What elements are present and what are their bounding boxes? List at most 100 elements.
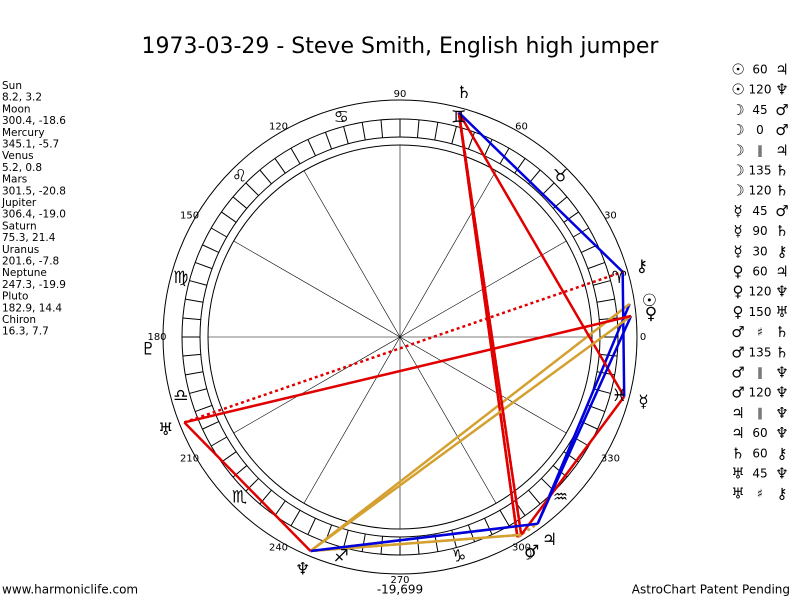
spoke bbox=[399, 170, 497, 338]
ring-hatch bbox=[307, 139, 316, 156]
aspect-type: ♯ bbox=[757, 487, 763, 501]
ring-hatch bbox=[434, 122, 439, 141]
ring-hatch bbox=[596, 298, 615, 303]
zodiac-sign: ♍ bbox=[173, 268, 188, 288]
aspect-to: ♄ bbox=[775, 182, 788, 200]
spoke bbox=[233, 336, 401, 434]
spoke bbox=[399, 336, 497, 504]
aspect-type: 150 bbox=[749, 305, 772, 319]
aspect-to: ♂ bbox=[775, 121, 788, 139]
labels: 0306090120150180210240270300330♈♉♊♋♌♍♎♏♐… bbox=[1, 61, 789, 587]
planet-coords: 300.4, -18.6 bbox=[2, 115, 66, 127]
aspect-type: 60 bbox=[752, 426, 767, 440]
planet-coords: 75.3, 21.4 bbox=[2, 232, 56, 244]
aspect-from: ♂ bbox=[731, 343, 744, 361]
aspect-line bbox=[457, 112, 523, 535]
aspect-to: ♆ bbox=[775, 384, 788, 402]
spoke bbox=[233, 240, 401, 338]
aspect-type: ∥ bbox=[757, 366, 763, 380]
planet-coords: 247.3, -19.9 bbox=[2, 279, 66, 291]
aspect-to: ♄ bbox=[775, 323, 788, 341]
zodiac-sign: ♌ bbox=[232, 166, 247, 186]
aspect-from: ♅ bbox=[731, 465, 744, 483]
degree-label: 0 bbox=[640, 332, 646, 343]
aspect-from: ☿ bbox=[733, 202, 742, 220]
ring-hatch bbox=[221, 451, 237, 463]
aspect-type: 120 bbox=[749, 285, 772, 299]
ring-hatch bbox=[307, 518, 316, 535]
ring-hatch bbox=[259, 169, 272, 185]
aspect-from: ☽ bbox=[731, 141, 744, 159]
ring-hatch bbox=[343, 530, 349, 548]
aspect-to: ♃ bbox=[775, 263, 788, 281]
aspect-from: ☽ bbox=[731, 162, 744, 180]
aspect-type: 45 bbox=[752, 103, 767, 117]
ring-hatch bbox=[324, 131, 333, 150]
ring-hatch bbox=[274, 500, 286, 516]
aspect-line bbox=[309, 302, 631, 553]
planet-glyph: ☽ bbox=[520, 544, 535, 564]
aspect-type: 120 bbox=[749, 83, 772, 97]
degree-label: 120 bbox=[269, 122, 288, 133]
aspect-line bbox=[309, 314, 632, 553]
ring-hatch bbox=[189, 280, 207, 286]
planet-coords: 8.2, 3.2 bbox=[2, 92, 42, 104]
aspect-to: ♃ bbox=[775, 141, 788, 159]
planet-glyph: ☉ bbox=[642, 291, 657, 311]
degree-label: 330 bbox=[601, 454, 620, 465]
ring-hatch bbox=[182, 353, 201, 357]
aspect-type: 30 bbox=[752, 244, 767, 258]
ring-hatch bbox=[514, 158, 526, 174]
spoke bbox=[399, 336, 567, 434]
aspect-to: ♅ bbox=[775, 303, 788, 321]
ring-hatch bbox=[290, 509, 301, 527]
aspect-type: 45 bbox=[752, 204, 767, 218]
ring-hatch bbox=[189, 388, 207, 394]
ring-hatch bbox=[210, 227, 228, 238]
aspect-type: ∥ bbox=[757, 143, 763, 157]
zodiac-sign: ♏ bbox=[232, 488, 247, 508]
ring-hatch bbox=[221, 211, 237, 223]
aspect-from: ♃ bbox=[731, 404, 744, 422]
planet-name: Pluto bbox=[2, 291, 28, 303]
aspect-from: ♂ bbox=[731, 364, 744, 382]
planet-coords: 182.9, 14.4 bbox=[2, 302, 62, 314]
ring-hatch bbox=[210, 436, 228, 447]
ring-hatch bbox=[185, 298, 204, 303]
aspect-from: ♂ bbox=[731, 323, 744, 341]
aspect-from: ☽ bbox=[731, 101, 744, 119]
aspect-type: 135 bbox=[749, 164, 772, 178]
aspect-line bbox=[183, 270, 624, 424]
ring-hatch bbox=[182, 317, 201, 321]
footer-center: -19,699 bbox=[377, 583, 423, 597]
zodiac-sign: ♐ bbox=[334, 546, 349, 566]
aspect-from: ☿ bbox=[733, 222, 742, 240]
aspect-to: ♄ bbox=[775, 162, 788, 180]
ring-hatch bbox=[467, 131, 476, 150]
planet-glyph: ☿ bbox=[638, 392, 648, 412]
aspect-to: ♆ bbox=[775, 81, 788, 99]
zodiac-sign: ♓ bbox=[612, 386, 627, 406]
planet-glyph: ♅ bbox=[158, 420, 173, 440]
aspect-from: ☉ bbox=[731, 61, 744, 79]
ring-hatch bbox=[194, 261, 213, 270]
degree-label: 30 bbox=[604, 211, 617, 222]
aspect-from: ♀ bbox=[733, 263, 744, 281]
planet-coords: 201.6, -7.8 bbox=[2, 256, 59, 268]
aspect-line bbox=[310, 522, 538, 553]
ring-hatch bbox=[528, 489, 541, 505]
aspect-line bbox=[310, 533, 522, 553]
spoke bbox=[303, 336, 401, 504]
ring-hatch bbox=[593, 280, 611, 286]
aspect-line bbox=[516, 522, 539, 539]
aspect-type: 60 bbox=[752, 63, 767, 77]
aspect-from: ☿ bbox=[733, 242, 742, 260]
planet-glyph: ♃ bbox=[542, 530, 557, 550]
aspect-to: ♆ bbox=[775, 283, 788, 301]
aspect-from: ♀ bbox=[733, 303, 744, 321]
ring-hatch bbox=[361, 122, 366, 141]
planet-name: Chiron bbox=[2, 314, 36, 326]
degree-label: 150 bbox=[180, 211, 199, 222]
title: 1973-03-29 - Steve Smith, English high j… bbox=[142, 34, 660, 59]
planet-name: Mars bbox=[2, 174, 27, 186]
